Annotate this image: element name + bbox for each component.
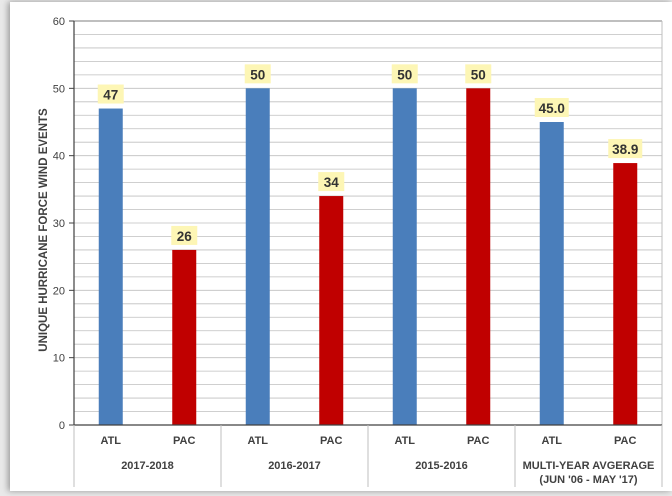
y-tick-label: 50 [53,83,65,95]
y-axis-label: UNIQUE HURRICANE FORCE WIND EVENTS [38,108,50,352]
data-label-bg [534,98,569,117]
bar-pac [466,88,491,425]
bar-atl [245,88,270,425]
bar-atl [98,108,123,426]
data-label-bg [608,139,643,159]
grid [74,20,662,412]
x-tick-label: PAC [467,435,489,447]
bars [98,88,638,426]
bar-atl [392,88,417,425]
y-tick-label: 10 [53,353,65,365]
y-tick-label: 20 [53,285,65,297]
group-label: 2015-2016 [415,460,468,472]
x-tick-label: ATL [100,435,121,447]
y-tick-label: 0 [59,420,65,432]
data-label: 45.0 [539,101,565,116]
x-tick-label: PAC [614,435,636,447]
bar-pac [319,196,344,425]
data-label-bg [318,172,345,192]
data-label-bg [244,64,271,84]
group-label-line2: (JUN '06 - MAY '17) [539,474,637,486]
x-tick-label: PAC [173,435,195,447]
data-label: 34 [324,175,340,190]
data-label: 50 [250,67,265,82]
bar-chart: 0 10 20 30 40 50 60 ATL PAC 2017-2018 ATL PAC 2016-2… [38,16,663,487]
bar-pac [613,163,638,425]
x-tick-label: ATL [541,435,562,447]
data-label: 50 [397,67,412,82]
data-label: 47 [103,88,118,103]
y-tick-label: 40 [53,151,65,163]
group-label: MULTI-YEAR AVGERAGE [523,460,655,472]
data-label: 38.9 [612,142,638,157]
group-label: 2016-2017 [268,460,321,472]
data-label-bg [171,225,198,245]
data-label: 50 [471,67,486,82]
x-tick-label: PAC [320,435,342,447]
y-tick-label: 60 [53,16,65,28]
data-label-bg [391,64,418,84]
group-label: 2017-2018 [121,460,174,472]
bar-pac [172,249,197,425]
x-tick-label: ATL [247,435,268,447]
x-tick-label: ATL [394,435,415,447]
chart-panel: 0 10 20 30 40 50 60 ATL PAC 2017-2018 ATL PAC 2016-2… [10,2,672,491]
data-label-bg [465,64,492,84]
axes: 0 10 20 30 40 50 60 ATL PAC 2017-2018 ATL PAC 2016-2… [53,16,663,487]
data-labels: 47 26 50 34 50 50 45.0 38.9 [97,64,643,245]
bar-atl [539,122,564,425]
data-label: 26 [177,229,193,244]
data-label-bg [97,84,124,104]
y-tick-label: 30 [53,218,65,230]
